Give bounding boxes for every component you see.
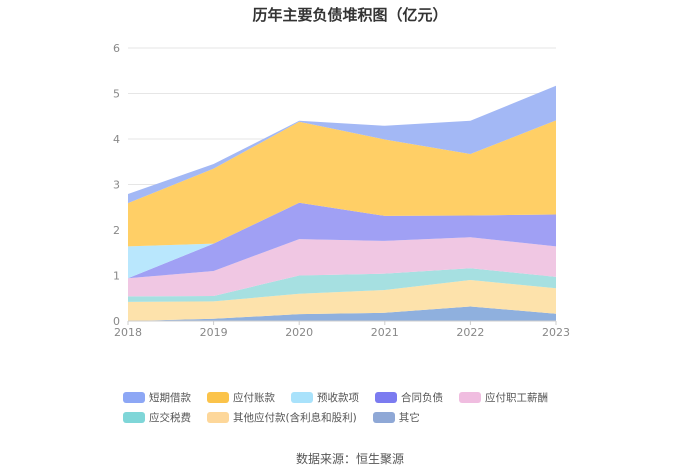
legend-swatch	[207, 391, 229, 403]
legend-swatch	[372, 411, 395, 423]
source-note: 数据来源：恒生聚源	[295, 452, 404, 466]
legend-label: 其它	[398, 411, 420, 424]
area-series	[128, 120, 556, 247]
chart-title: 历年主要负债堆积图（亿元）	[252, 6, 448, 24]
legend-item[interactable]: 应交税费	[123, 409, 191, 425]
y-tick-label: 5	[113, 88, 120, 101]
legend-label: 预收款项	[317, 391, 359, 404]
area-series	[128, 306, 556, 321]
y-tick-label: 4	[113, 133, 120, 146]
legend-item[interactable]: 短期借款	[123, 389, 191, 405]
y-tick-label: 0	[113, 315, 120, 328]
legend-swatch	[291, 391, 313, 403]
area-series	[128, 85, 556, 204]
x-tick-label: 2021	[371, 326, 399, 339]
x-tick-label: 2020	[285, 326, 313, 339]
legend-label: 其他应付款(含利息和股利)	[233, 411, 357, 424]
legend-label: 应付职工薪酬	[485, 391, 548, 404]
legend-label: 合同负债	[401, 391, 443, 404]
legend-label: 应交税费	[149, 411, 191, 424]
legend-item[interactable]: 应付账款	[207, 389, 275, 405]
legend-swatch	[375, 391, 397, 403]
area-series	[128, 280, 556, 321]
area-series	[128, 202, 556, 279]
legend-swatch	[459, 391, 481, 403]
legend-item[interactable]: 预收款项	[291, 389, 359, 405]
legend-item[interactable]: 合同负债	[375, 389, 443, 405]
x-tick-label: 2022	[456, 326, 484, 339]
legend-swatch	[123, 411, 145, 423]
legend-label: 应付账款	[233, 391, 275, 404]
x-tick-label: 2018	[114, 326, 142, 339]
y-tick-label: 1	[113, 270, 120, 283]
y-tick-label: 2	[113, 224, 120, 237]
legend-item[interactable]: 应付职工薪酬	[459, 389, 548, 405]
x-tick-label: 2019	[200, 326, 228, 339]
y-tick-label: 3	[113, 179, 120, 192]
legend-swatch	[207, 411, 229, 423]
legend-item[interactable]: 其它	[372, 409, 420, 425]
legend-label: 短期借款	[149, 391, 191, 404]
legend-swatch	[123, 391, 145, 403]
area-series	[128, 237, 556, 297]
area-series	[128, 268, 556, 302]
legend-item[interactable]: 其他应付款(含利息和股利)	[207, 409, 357, 425]
x-tick-label: 2023	[542, 326, 570, 339]
chart-legend: 短期借款 应付账款 预收款项 合同负债 应付职工薪酬应交税费 其他应付款(含利息和股利) 其…	[123, 389, 603, 429]
y-tick-label: 6	[113, 42, 120, 55]
